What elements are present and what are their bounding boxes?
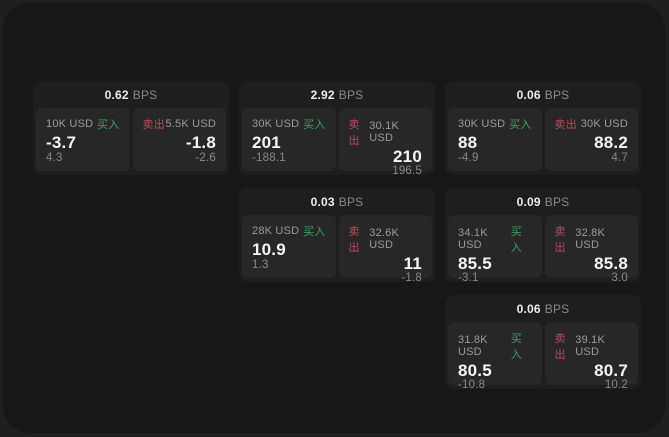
bps-value: 0.62 [104, 87, 129, 102]
buy-quote-tile[interactable]: 30K USD 买入 88 -4.9 [448, 108, 542, 171]
card-header: 0.09 BPS [448, 188, 638, 215]
bps-value: 0.06 [516, 301, 541, 316]
sell-price: -1.8 [185, 132, 216, 152]
sell-quote-tile[interactable]: 卖出 32.8K USD 85.8 3.0 [544, 215, 638, 284]
sell-side-label: 卖出 [554, 119, 577, 131]
buy-amount: 28K USD [252, 225, 300, 237]
bps-unit-label: BPS [132, 87, 158, 102]
sell-side-label: 卖出 [554, 226, 566, 254]
card-header: 0.06 BPS [448, 295, 638, 322]
quote-card-grid: 0.62 BPS 10K USD 买入 -3.7 4.3 卖出 5.5K USD [33, 81, 641, 391]
buy-price: 88 [458, 132, 478, 152]
sell-delta: 10.2 [604, 379, 628, 391]
bps-value: 0.03 [310, 194, 335, 209]
bps-value: 0.09 [516, 194, 541, 209]
sell-price: 11 [403, 254, 422, 273]
sell-amount: 39.1K USD [575, 334, 606, 358]
sell-delta: -1.8 [401, 272, 422, 284]
buy-price: 10.9 [252, 239, 286, 259]
sell-price: 85.8 [594, 254, 628, 273]
sell-quote-tile[interactable]: 卖出 5.5K USD -1.8 -2.6 [132, 108, 226, 171]
buy-side-label: 买入 [509, 119, 532, 131]
buy-quote-tile[interactable]: 10K USD 买入 -3.7 4.3 [36, 108, 130, 171]
buy-delta: -188.1 [252, 152, 286, 164]
bps-unit-label: BPS [338, 194, 364, 209]
buy-delta: 4.3 [46, 152, 63, 164]
buy-amount: 34.1K USD [458, 227, 488, 251]
sell-side-label: 卖出 [142, 119, 165, 131]
quote-card: 0.62 BPS 10K USD 买入 -3.7 4.3 卖出 5.5K USD [33, 81, 229, 175]
buy-side-label: 买入 [303, 119, 326, 131]
sell-delta: 4.7 [611, 152, 628, 164]
bps-unit-label: BPS [338, 87, 364, 102]
sell-amount: 32.8K USD [575, 227, 606, 251]
bps-unit-label: BPS [544, 87, 570, 102]
buy-delta: -4.9 [458, 152, 479, 164]
quote-card: 0.09 BPS 34.1K USD 买入 85.5 -3.1 卖出 32.8K… [445, 188, 641, 284]
card-header: 2.92 BPS [242, 81, 432, 108]
buy-price: -3.7 [46, 132, 77, 152]
sell-quote-tile[interactable]: 卖出 30K USD 88.2 4.7 [544, 108, 638, 171]
sell-delta: 196.5 [392, 165, 422, 177]
buy-price: 80.5 [458, 361, 492, 380]
card-header: 0.62 BPS [36, 81, 226, 108]
sell-price: 88.2 [594, 132, 628, 152]
buy-quote-tile[interactable]: 28K USD 买入 10.9 1.3 [242, 215, 336, 278]
sell-delta: -2.6 [195, 152, 216, 164]
buy-amount: 30K USD [458, 118, 506, 130]
sell-quote-tile[interactable]: 卖出 32.6K USD 11 -1.8 [338, 215, 432, 284]
quote-card: 0.06 BPS 31.8K USD 买入 80.5 -10.8 卖出 39.1… [445, 295, 641, 391]
sell-quote-tile[interactable]: 卖出 30.1K USD 210 196.5 [338, 108, 432, 177]
buy-price: 85.5 [458, 254, 492, 273]
buy-amount: 31.8K USD [458, 334, 488, 358]
bps-value: 0.06 [516, 87, 541, 102]
buy-side-label: 买入 [510, 333, 522, 361]
sell-side-label: 卖出 [348, 119, 360, 147]
buy-delta: -3.1 [458, 272, 479, 284]
sell-side-label: 卖出 [554, 333, 566, 361]
main-container: 0.62 BPS 10K USD 买入 -3.7 4.3 卖出 5.5K USD [3, 3, 665, 433]
buy-quote-tile[interactable]: 30K USD 买入 201 -188.1 [242, 108, 336, 171]
buy-price: 201 [252, 132, 281, 152]
buy-delta: -10.8 [458, 379, 486, 391]
sell-side-label: 卖出 [348, 226, 360, 254]
bps-unit-label: BPS [544, 301, 570, 316]
sell-amount: 5.5K USD [165, 118, 216, 130]
buy-quote-tile[interactable]: 31.8K USD 买入 80.5 -10.8 [448, 322, 542, 391]
bps-unit-label: BPS [544, 194, 570, 209]
quote-card: 0.03 BPS 28K USD 买入 10.9 1.3 卖出 32.6K US… [239, 188, 435, 284]
quote-card: 0.06 BPS 30K USD 买入 88 -4.9 卖出 30K USD [445, 81, 641, 175]
buy-side-label: 买入 [303, 226, 326, 238]
buy-quote-tile[interactable]: 34.1K USD 买入 85.5 -3.1 [448, 215, 542, 284]
buy-amount: 10K USD [46, 118, 94, 130]
quote-card: 2.92 BPS 30K USD 买入 201 -188.1 卖出 30.1K … [239, 81, 435, 177]
sell-quote-tile[interactable]: 卖出 39.1K USD 80.7 10.2 [544, 322, 638, 391]
card-header: 0.03 BPS [242, 188, 432, 215]
card-header: 0.06 BPS [448, 81, 638, 108]
buy-side-label: 买入 [510, 226, 522, 254]
sell-amount: 30.1K USD [369, 120, 400, 144]
buy-side-label: 买入 [97, 119, 120, 131]
sell-delta: 3.0 [611, 272, 628, 284]
sell-amount: 30K USD [580, 118, 628, 130]
sell-price: 80.7 [594, 361, 628, 380]
bps-value: 2.92 [310, 87, 335, 102]
sell-price: 210 [393, 147, 422, 166]
buy-delta: 1.3 [252, 259, 269, 271]
buy-amount: 30K USD [252, 118, 300, 130]
sell-amount: 32.6K USD [369, 227, 400, 251]
